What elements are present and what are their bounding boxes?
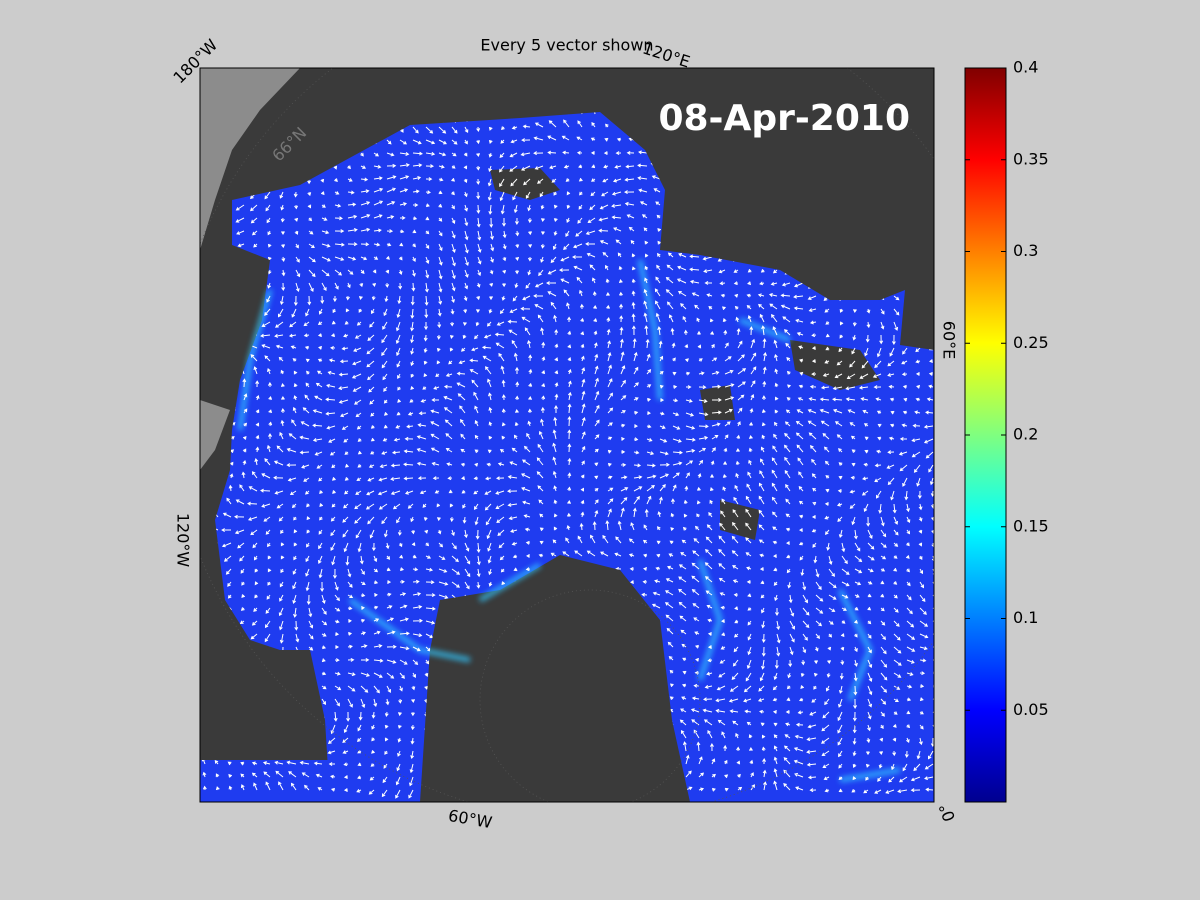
graticule <box>200 68 934 802</box>
graticule-circle <box>479 589 701 802</box>
colorbar-tick-label: 0.2 <box>1013 425 1038 444</box>
island <box>790 340 880 390</box>
streak <box>697 559 723 681</box>
streak <box>739 317 791 343</box>
colorbar-tick-label: 0.05 <box>1013 700 1049 719</box>
colorbar <box>964 67 1007 803</box>
land-light <box>200 400 230 470</box>
streak <box>237 289 273 431</box>
colorbar-tick-label: 0.3 <box>1013 241 1038 260</box>
date-label: 08-Apr-2010 <box>658 98 910 139</box>
island <box>700 385 735 420</box>
title: Every 5 vector shown <box>480 36 653 55</box>
colorbar-tick-label: 0.35 <box>1013 149 1049 168</box>
map-label: 0° <box>935 801 959 825</box>
streak <box>839 767 901 783</box>
streak <box>637 259 663 401</box>
colorbar-tick-label: 0.25 <box>1013 333 1049 352</box>
colorbar-tick-label: 0.4 <box>1013 58 1038 77</box>
land-light <box>200 68 300 250</box>
map-label: 120°E <box>640 38 692 71</box>
map <box>200 68 934 802</box>
colorbar-tick-label: 0.15 <box>1013 516 1049 535</box>
map-label: 60°E <box>940 321 959 359</box>
map-frame <box>199 67 935 803</box>
map-label: 120°W <box>174 513 193 568</box>
colorbar-tick-label: 0.1 <box>1013 608 1038 627</box>
colorbar-ticks: 0.05 0.1 0.15 0.2 0.25 0.3 0.35 0.4 <box>965 58 1049 719</box>
map-label: 60°W <box>447 806 494 832</box>
streak <box>478 562 542 603</box>
island <box>720 500 760 540</box>
